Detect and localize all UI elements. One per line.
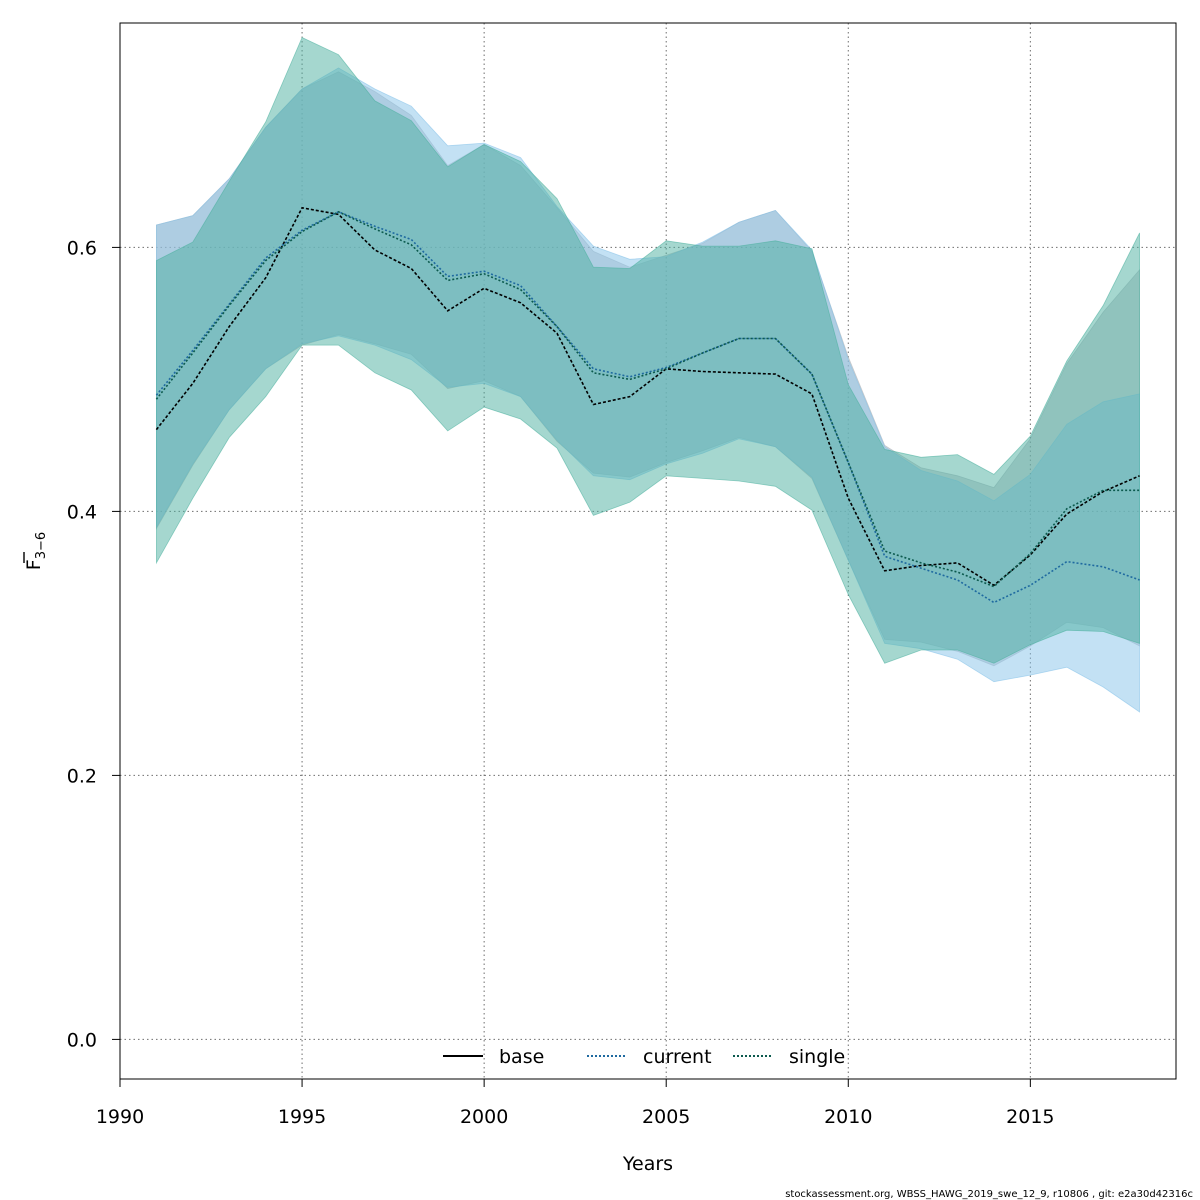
- confidence-bands: [155, 36, 1140, 713]
- band-single: [155, 36, 1140, 664]
- line-base: [155, 206, 1140, 587]
- x-tick-label-1995: 1995: [278, 1106, 326, 1128]
- x-tick-label-2005: 2005: [642, 1106, 690, 1128]
- legend-label-base: base: [499, 1046, 544, 1068]
- footer-text: stockassessment.org, WBSS_HAWG_2019_swe_…: [785, 1189, 1193, 1200]
- legend: base current single: [443, 1046, 845, 1068]
- x-axis-title: Years: [622, 1153, 673, 1175]
- y-tick-label-0.6: 0.6: [67, 237, 97, 259]
- x-tick-label-2000: 2000: [460, 1106, 508, 1128]
- legend-label-current: current: [643, 1046, 712, 1068]
- y-axis-title: F3−6: [23, 532, 49, 570]
- y-axis-title-main: F: [23, 559, 45, 570]
- x-axis: 1990 1995 2000 2005 2010 2015: [96, 1078, 1055, 1128]
- y-tick-label-0.4: 0.4: [67, 501, 97, 523]
- svg-text:F3−6: F3−6: [23, 532, 49, 570]
- series-lines: [155, 206, 1140, 604]
- y-tick-label-0: 0.0: [67, 1029, 97, 1051]
- legend-label-single: single: [789, 1046, 845, 1068]
- y-axis-title-subscript: 3−6: [34, 532, 49, 559]
- x-tick-label-2015: 2015: [1006, 1106, 1054, 1128]
- y-tick-label-0.2: 0.2: [67, 765, 97, 787]
- x-tick-label-2010: 2010: [824, 1106, 872, 1128]
- x-tick-label-1990: 1990: [96, 1106, 144, 1128]
- y-axis: 0.0 0.2 0.4 0.6: [67, 237, 120, 1051]
